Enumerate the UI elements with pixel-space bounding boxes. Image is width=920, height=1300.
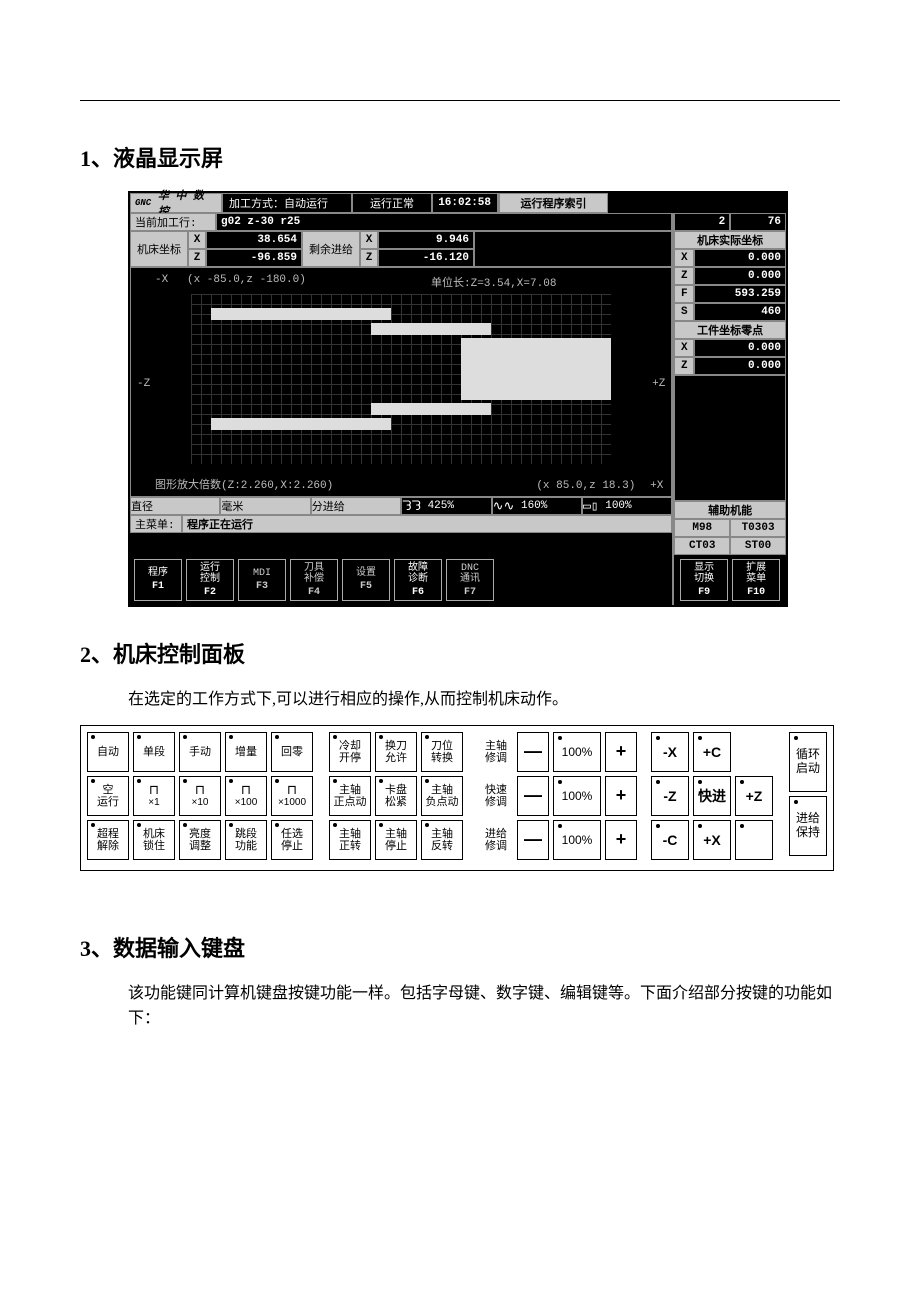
fkeys-left: 程序F1运行控制F2MDIF3刀具补偿F4设置F5故障诊断F6DNC通讯F7 bbox=[130, 555, 672, 605]
panel-button[interactable]: ⊓×1 bbox=[133, 776, 175, 816]
mode-mm: 毫米 bbox=[220, 497, 310, 515]
rate-label: 主轴 修调 bbox=[479, 732, 513, 772]
feed-hold-button[interactable]: 进给 保持 bbox=[789, 796, 827, 856]
fkeys-right: 显示切换F9扩展菜单F10 bbox=[672, 555, 786, 605]
real-s: 460 bbox=[694, 303, 786, 321]
jog-button[interactable]: -Z bbox=[651, 776, 689, 816]
machine-coord: X38.654 Z-96.859 bbox=[188, 231, 302, 267]
panel-button[interactable]: ⊓×1000 bbox=[271, 776, 313, 816]
fkey-f2[interactable]: 运行控制F2 bbox=[186, 559, 234, 601]
panel-button[interactable]: 换刀 允许 bbox=[375, 732, 417, 772]
prog-index-a: 2 bbox=[674, 213, 730, 231]
panel-button[interactable]: ⊓×10 bbox=[179, 776, 221, 816]
toolpath-plot: -X (x -85.0,z -180.0) 单位长:Z=3.54,X=7.08 … bbox=[130, 267, 672, 497]
aux-m: M98 bbox=[674, 519, 730, 537]
panel-button[interactable]: 主轴 停止 bbox=[375, 820, 417, 860]
panel-button[interactable]: ⊓×100 bbox=[225, 776, 267, 816]
section1-title: 1、液晶显示屏 bbox=[80, 141, 840, 173]
panel-button[interactable]: 亮度 调整 bbox=[179, 820, 221, 860]
real-z: 0.000 bbox=[694, 267, 786, 285]
panel-button[interactable]: 手动 bbox=[179, 732, 221, 772]
jog-button[interactable]: -C bbox=[651, 820, 689, 860]
curline-value: g02 z-30 r25 bbox=[216, 213, 672, 231]
rate-label: 进给 修调 bbox=[479, 820, 513, 860]
fkey-f4[interactable]: 刀具补偿F4 bbox=[290, 559, 338, 601]
panel-box[interactable]: + bbox=[605, 776, 637, 816]
panel-box: 100% bbox=[553, 776, 601, 816]
panel-button[interactable]: 超程 解除 bbox=[87, 820, 129, 860]
lcd-status: 运行正常 bbox=[352, 193, 432, 213]
remain-feed-label: 剩余进给 bbox=[302, 231, 360, 267]
jog-button[interactable]: +X bbox=[693, 820, 731, 860]
rate-3: ▭▯ 100% bbox=[582, 497, 672, 515]
jog-button[interactable]: +C bbox=[693, 732, 731, 772]
aux-s: ST00 bbox=[730, 537, 786, 555]
panel-button[interactable]: 机床 锁住 bbox=[133, 820, 175, 860]
menu-label: 主菜单: bbox=[130, 515, 182, 533]
fkey-f5[interactable]: 设置F5 bbox=[342, 559, 390, 601]
machine-control-panel: 自动单段手动增量回零冷却 开停换刀 允许刀位 转换主轴 修调—100%+-X+C… bbox=[80, 725, 834, 871]
real-f: 593.259 bbox=[694, 285, 786, 303]
jog-button[interactable]: 快进 bbox=[693, 776, 731, 816]
panel-button[interactable]: 空 运行 bbox=[87, 776, 129, 816]
panel-button[interactable]: 冷却 开停 bbox=[329, 732, 371, 772]
panel-box: 100% bbox=[553, 732, 601, 772]
aux-t: T0303 bbox=[730, 519, 786, 537]
panel-button[interactable]: 主轴 负点动 bbox=[421, 776, 463, 816]
section2-desc: 在选定的工作方式下,可以进行相应的操作,从而控制机床动作。 bbox=[128, 687, 840, 713]
panel-button[interactable]: 刀位 转换 bbox=[421, 732, 463, 772]
machine-coord-label: 机床坐标 bbox=[130, 231, 188, 267]
panel-box[interactable]: + bbox=[605, 732, 637, 772]
panel-button[interactable]: 回零 bbox=[271, 732, 313, 772]
panel-button[interactable]: 任选 停止 bbox=[271, 820, 313, 860]
jog-button[interactable] bbox=[735, 820, 773, 860]
section2-title: 2、机床控制面板 bbox=[80, 637, 840, 669]
panel-box[interactable]: — bbox=[517, 732, 549, 772]
lcd-screenshot: GNC 华 中 数 控 加工方式：自动运行 运行正常 16:02:58 运行程序… bbox=[128, 191, 788, 607]
remain-feed: X9.946 Z-16.120 bbox=[360, 231, 474, 267]
aux-c: CT03 bbox=[674, 537, 730, 555]
prog-index-b: 76 bbox=[730, 213, 786, 231]
lcd-mode: 加工方式：自动运行 bbox=[222, 193, 352, 213]
real-coord-label: 机床实际坐标 bbox=[674, 231, 786, 249]
aux-label: 辅助机能 bbox=[674, 501, 786, 519]
fkey-f10[interactable]: 扩展菜单F10 bbox=[732, 559, 780, 601]
lcd-logo: GNC 华 中 数 控 bbox=[130, 193, 222, 213]
panel-button[interactable]: 增量 bbox=[225, 732, 267, 772]
prog-index-label: 运行程序索引 bbox=[498, 193, 608, 213]
panel-button[interactable]: 主轴 反转 bbox=[421, 820, 463, 860]
fkey-f7[interactable]: DNC通讯F7 bbox=[446, 559, 494, 601]
rate-label: 快速 修调 bbox=[479, 776, 513, 816]
panel-box: 100% bbox=[553, 820, 601, 860]
menu-value: 程序正在运行 bbox=[182, 515, 672, 533]
real-x: 0.000 bbox=[694, 249, 786, 267]
jog-button[interactable]: -X bbox=[651, 732, 689, 772]
section3-desc: 该功能键同计算机键盘按键功能一样。包括字母键、数字键、编辑键等。下面介绍部分按键… bbox=[128, 981, 840, 1032]
panel-box[interactable]: + bbox=[605, 820, 637, 860]
fkey-f9[interactable]: 显示切换F9 bbox=[680, 559, 728, 601]
panel-button[interactable]: 单段 bbox=[133, 732, 175, 772]
rate-1: ᘊᘊ 425% bbox=[401, 497, 491, 515]
cycle-start-button[interactable]: 循环 启动 bbox=[789, 732, 827, 792]
mode-diameter: 直径 bbox=[130, 497, 220, 515]
panel-button[interactable]: 主轴 正转 bbox=[329, 820, 371, 860]
lcd-time: 16:02:58 bbox=[432, 193, 498, 213]
wp-zero-label: 工件坐标零点 bbox=[674, 321, 786, 339]
wp-z: 0.000 bbox=[694, 357, 786, 375]
panel-box[interactable]: — bbox=[517, 820, 549, 860]
panel-button[interactable]: 跳段 功能 bbox=[225, 820, 267, 860]
fkey-f3[interactable]: MDIF3 bbox=[238, 559, 286, 601]
wp-x: 0.000 bbox=[694, 339, 786, 357]
panel-button[interactable]: 卡盘 松紧 bbox=[375, 776, 417, 816]
rate-2: ∿∿ 160% bbox=[492, 497, 582, 515]
jog-button[interactable]: +Z bbox=[735, 776, 773, 816]
section3-title: 3、数据输入键盘 bbox=[80, 931, 840, 963]
fkey-f6[interactable]: 故障诊断F6 bbox=[394, 559, 442, 601]
mode-feed: 分进给 bbox=[311, 497, 401, 515]
panel-button[interactable]: 主轴 正点动 bbox=[329, 776, 371, 816]
fkey-f1[interactable]: 程序F1 bbox=[134, 559, 182, 601]
curline-label: 当前加工行: bbox=[130, 213, 216, 231]
panel-box[interactable]: — bbox=[517, 776, 549, 816]
panel-button[interactable]: 自动 bbox=[87, 732, 129, 772]
